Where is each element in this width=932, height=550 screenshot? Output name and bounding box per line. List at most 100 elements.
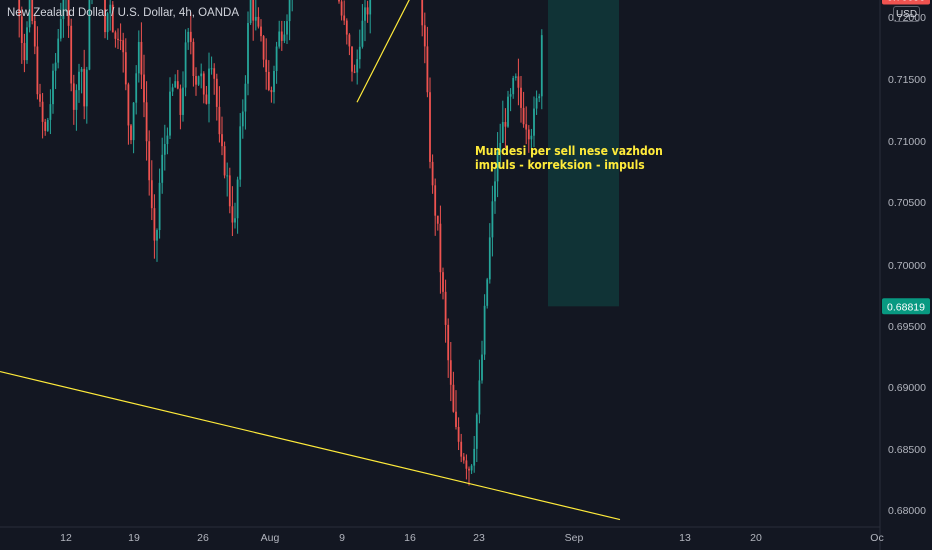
candle-body	[161, 154, 164, 183]
candle-body	[182, 87, 184, 115]
candle-body	[208, 68, 210, 104]
candle-body	[39, 94, 41, 102]
time-tick-label: 19	[128, 532, 140, 544]
candle-body	[533, 108, 535, 136]
price-tick-label: 0.70500	[888, 197, 926, 209]
candle-body	[509, 94, 512, 97]
candle-body	[535, 98, 538, 109]
candle-body	[267, 71, 270, 91]
price-tick-label: 0.69000	[888, 382, 926, 394]
candle-body	[460, 441, 463, 457]
ascending-support[interactable]	[356, 0, 430, 103]
candle-body	[179, 88, 182, 115]
candle-body	[80, 68, 83, 72]
candle-body	[338, 0, 340, 2]
candle-body	[260, 26, 262, 37]
candle-body	[111, 4, 114, 33]
candle-body	[527, 129, 530, 140]
candle-body	[257, 16, 260, 27]
candle-body	[247, 23, 249, 84]
candle-body	[343, 15, 346, 21]
candle-body	[62, 0, 65, 20]
candle-body	[236, 179, 239, 219]
candle-body	[145, 102, 148, 142]
candle-body	[106, 13, 109, 33]
candle-body	[244, 83, 247, 112]
candle-body	[122, 40, 125, 53]
time-tick-label: Aug	[261, 532, 280, 544]
candle-body	[473, 448, 476, 466]
candle-body	[483, 305, 486, 355]
candle-body	[348, 34, 351, 47]
candle-body	[442, 272, 444, 292]
candle-body	[231, 206, 234, 223]
time-tick-label: 20	[750, 532, 762, 544]
take-profit-box[interactable]	[548, 0, 619, 307]
candle-body	[137, 41, 140, 74]
candle-body	[436, 215, 439, 224]
candle-body	[475, 414, 478, 449]
candle-body	[449, 360, 452, 385]
candle-body	[114, 32, 117, 39]
candle-body	[494, 181, 496, 202]
candle-body	[195, 75, 197, 85]
candle-body	[117, 38, 119, 40]
chart-title: New Zealand Dollar / U.S. Dollar, 4h, OA…	[7, 7, 240, 19]
candle-body	[202, 73, 205, 95]
candle-body	[369, 0, 372, 15]
candle-body	[18, 0, 21, 17]
candle-body	[127, 84, 130, 126]
candle-body	[525, 124, 528, 130]
candle-body	[166, 135, 169, 145]
candle-body	[153, 208, 156, 241]
currency-badge[interactable]: USD	[893, 6, 920, 22]
candle-body	[434, 185, 437, 216]
candle-body	[70, 25, 73, 84]
candle-body	[455, 411, 457, 427]
candle-body	[426, 46, 429, 93]
candle-body	[470, 465, 473, 471]
candle-body	[52, 70, 54, 105]
candle-body	[252, 0, 255, 21]
candle-body	[174, 81, 177, 88]
candle-body	[28, 0, 31, 28]
candle-body	[431, 161, 434, 186]
candle-body	[31, 0, 34, 21]
long-term-support[interactable]	[0, 370, 621, 521]
chart-annotation[interactable]: Mundesi per sell nese vazhdon impuls - k…	[475, 144, 663, 172]
annotation-line-2: impuls - korreksion - impuls	[475, 158, 645, 172]
candle-body	[512, 78, 515, 95]
candle-body	[429, 92, 431, 162]
candle-body	[54, 62, 57, 71]
candle-body	[275, 46, 278, 71]
candle-body	[184, 42, 187, 88]
candle-body	[44, 121, 47, 131]
candle-body	[23, 43, 26, 61]
price-tick-label: 0.68500	[888, 444, 926, 456]
candle-body	[200, 73, 203, 77]
candle-body	[345, 20, 348, 35]
candle-body	[36, 46, 39, 95]
candle-body	[488, 237, 491, 280]
candle-body	[59, 19, 62, 39]
candle-body	[356, 59, 359, 73]
candle-body	[283, 34, 286, 41]
current-price-label: 0.70096	[887, 0, 925, 4]
candle-body	[124, 52, 127, 85]
candle-body	[169, 91, 171, 136]
candle-body	[491, 201, 494, 238]
candle-body	[262, 36, 265, 60]
candle-body	[273, 70, 275, 93]
candle-body	[286, 21, 288, 35]
candle-body	[538, 96, 541, 99]
candle-body	[57, 38, 60, 63]
candle-body	[132, 102, 135, 141]
candle-body	[234, 218, 236, 223]
candle-body	[364, 7, 366, 21]
candle-body	[486, 279, 489, 306]
candle-body	[504, 122, 507, 127]
time-tick-label: Sep	[565, 532, 584, 544]
candle-body	[481, 354, 483, 381]
candle-body	[104, 0, 106, 33]
